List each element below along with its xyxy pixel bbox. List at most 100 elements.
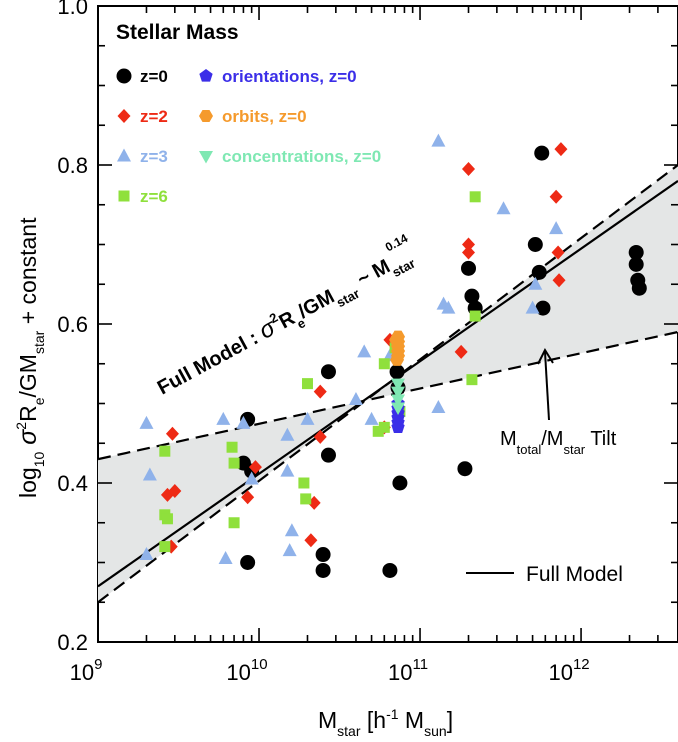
point-z-6: [298, 477, 310, 489]
x-tick-label: 1010: [226, 656, 267, 685]
point-z-3: [218, 551, 233, 565]
point-z-0: [534, 145, 550, 161]
point-z-0: [457, 461, 473, 477]
point-z-0: [535, 300, 551, 316]
point-z-6: [228, 457, 240, 469]
point-z-6: [301, 378, 313, 390]
full-model-legend-label: Full Model: [526, 563, 623, 586]
point-z-3: [528, 276, 543, 290]
point-z-2: [454, 344, 468, 359]
x-tick-label: 109: [70, 656, 103, 685]
point-z-6: [372, 425, 384, 437]
legend-label-concentrations-z-0: concentrations, z=0: [222, 147, 381, 166]
tilt-arrow-head: [537, 347, 554, 365]
point-z-6: [469, 310, 481, 322]
y-tick-label: 1.0: [57, 0, 88, 19]
point-z-0: [315, 547, 331, 563]
point-z-3: [139, 415, 154, 429]
point-z-3: [244, 471, 259, 485]
point-concentrations-z-0: [391, 402, 406, 415]
point-z-2: [551, 245, 565, 260]
y-tick-label: 0.6: [57, 312, 88, 337]
x-tick-label: 1011: [388, 656, 428, 685]
point-z-6: [161, 513, 173, 525]
legend-label-orbits-z-0: orbits, z=0: [222, 107, 307, 126]
point-z-3: [139, 547, 154, 561]
point-z-0: [320, 447, 336, 463]
point-z-3: [280, 427, 295, 441]
x-axis-title: Mstar [h-1 Msun]: [318, 706, 453, 739]
point-z-3: [280, 463, 295, 477]
point-z-3: [284, 523, 299, 537]
point-z-3: [216, 411, 231, 425]
legend-label-z-3: z=3: [140, 147, 168, 166]
legend-marker-orientations-z-0: [199, 69, 213, 82]
point-z-6: [228, 517, 240, 529]
point-z-2: [313, 384, 327, 399]
point-concentrations-z-0: [391, 378, 406, 392]
point-z-0: [464, 288, 480, 304]
point-z-3: [496, 201, 511, 215]
point-z-0: [461, 260, 477, 276]
point-z-2: [248, 460, 262, 475]
point-z-2: [313, 429, 327, 444]
point-z-0: [389, 364, 405, 380]
point-z-0: [240, 555, 256, 570]
y-tick-label: 0.4: [57, 471, 88, 496]
line-upper-bound: [98, 164, 678, 604]
point-z-0: [531, 264, 547, 280]
legend-marker-concentrations-z-0: [199, 151, 213, 164]
legend-label-z-2: z=2: [140, 107, 168, 126]
point-z-3: [142, 467, 157, 481]
legend-label-orientations-z-0: orientations, z=0: [222, 67, 357, 86]
svg-text:log10 σ2Re/GMstar + constant: log10 σ2Re/GMstar + constant: [13, 217, 47, 498]
tilt-label: Mtotal/Mstar Tilt: [500, 428, 617, 457]
x-tick-label: 1012: [548, 656, 589, 685]
point-z-3: [348, 392, 363, 406]
legend-label-z-0: z=0: [140, 67, 168, 86]
point-z-6: [159, 541, 171, 553]
point-z-2: [168, 483, 182, 498]
point-z-2: [241, 490, 255, 505]
point-z-0: [628, 256, 644, 272]
legend-label-z-6: z=6: [140, 187, 168, 206]
point-z-2: [165, 426, 179, 441]
point-z-0: [320, 364, 336, 380]
y-tick-label: 0.8: [57, 153, 88, 178]
point-z-6: [466, 374, 478, 386]
point-z-0: [392, 475, 408, 491]
point-z-2: [462, 237, 476, 252]
point-z-0: [631, 280, 647, 296]
point-z-0: [315, 562, 331, 578]
point-concentrations-z-0: [391, 386, 406, 400]
point-z-0: [382, 562, 398, 578]
point-z-3: [441, 300, 456, 314]
point-z-3: [236, 415, 251, 429]
point-z-3: [431, 133, 446, 147]
legend-marker-orbits-z-0: [199, 109, 213, 123]
point-z-2: [549, 189, 563, 204]
point-z-3: [300, 411, 315, 425]
point-z-0: [628, 244, 644, 260]
point-z-6: [469, 191, 481, 203]
point-z-3: [364, 411, 379, 425]
point-z-6: [300, 493, 312, 505]
legend-marker-z-6: [118, 190, 130, 202]
point-z-6: [226, 441, 238, 453]
point-z-2: [304, 533, 318, 548]
chart-title: Stellar Mass: [116, 21, 239, 44]
point-z-3: [282, 543, 297, 557]
point-orbits-z-0: [389, 333, 404, 346]
point-concentrations-z-0: [391, 394, 406, 408]
legend-marker-z-2: [117, 109, 131, 123]
legend-marker-z-0: [116, 68, 132, 84]
point-z-6: [159, 445, 171, 457]
point-z-2: [552, 273, 566, 288]
y-axis-title: log10 σ2Re/GMstar + constant: [13, 217, 47, 498]
point-z-6: [378, 358, 390, 370]
point-z-3: [549, 221, 564, 235]
point-z-2: [554, 142, 568, 157]
point-z-0: [527, 237, 543, 252]
point-z-2: [462, 161, 476, 176]
